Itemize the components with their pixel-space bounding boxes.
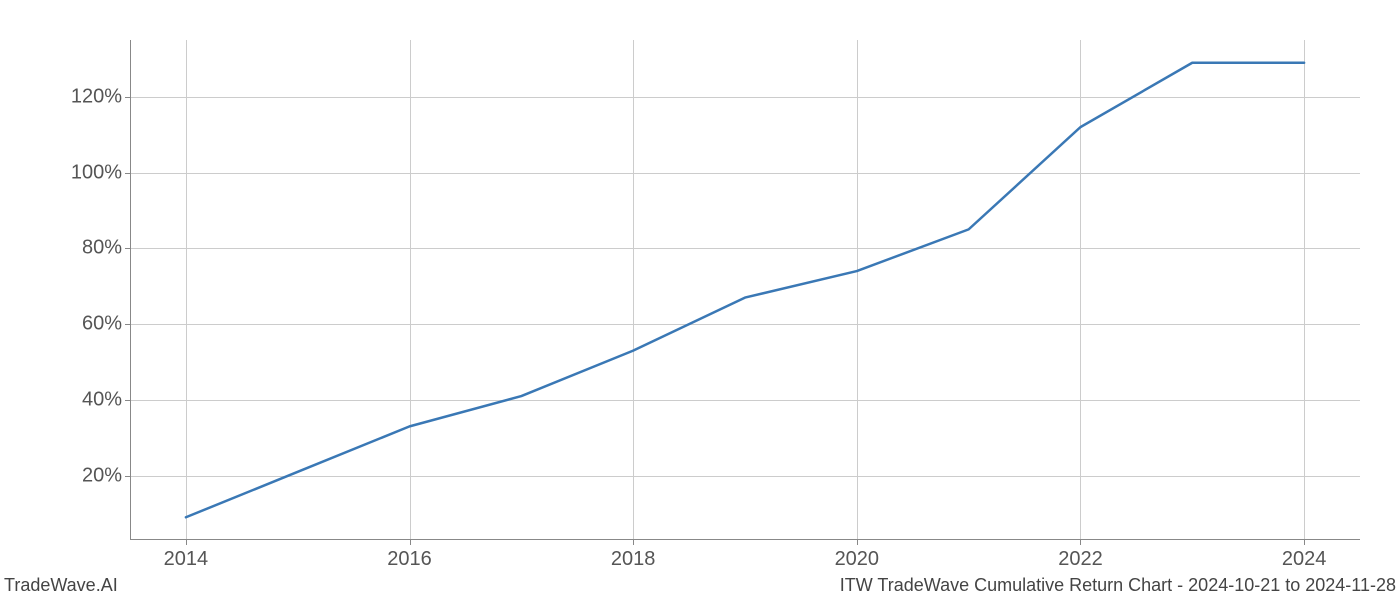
- x-tick-label: 2020: [835, 548, 880, 571]
- y-tick-mark: [125, 173, 130, 174]
- x-tick-label: 2014: [164, 548, 209, 571]
- y-tick-mark: [125, 248, 130, 249]
- x-tick-mark: [857, 540, 858, 545]
- line-series-svg: [130, 40, 1360, 540]
- y-tick-label: 60%: [82, 313, 122, 336]
- x-tick-mark: [186, 540, 187, 545]
- y-tick-label: 100%: [71, 161, 122, 184]
- footer-brand: TradeWave.AI: [4, 575, 118, 596]
- x-tick-mark: [1080, 540, 1081, 545]
- y-tick-mark: [125, 400, 130, 401]
- x-tick-label: 2016: [387, 548, 432, 571]
- chart-container: 20% 40% 60% 80% 100% 120% 2014 2016 2018 2020 202…: [0, 0, 1400, 600]
- x-tick-mark: [633, 540, 634, 545]
- footer-caption: ITW TradeWave Cumulative Return Chart - …: [840, 575, 1396, 596]
- x-tick-mark: [1304, 540, 1305, 545]
- x-tick-label: 2022: [1058, 548, 1103, 571]
- y-tick-mark: [125, 324, 130, 325]
- x-tick-label: 2024: [1282, 548, 1327, 571]
- plot-area: [130, 40, 1360, 540]
- y-tick-label: 40%: [82, 388, 122, 411]
- y-tick-label: 20%: [82, 464, 122, 487]
- y-tick-mark: [125, 97, 130, 98]
- x-tick-label: 2018: [611, 548, 656, 571]
- cumulative-return-line: [186, 63, 1304, 518]
- x-tick-mark: [410, 540, 411, 545]
- y-tick-mark: [125, 476, 130, 477]
- y-tick-label: 80%: [82, 237, 122, 260]
- y-tick-label: 120%: [71, 85, 122, 108]
